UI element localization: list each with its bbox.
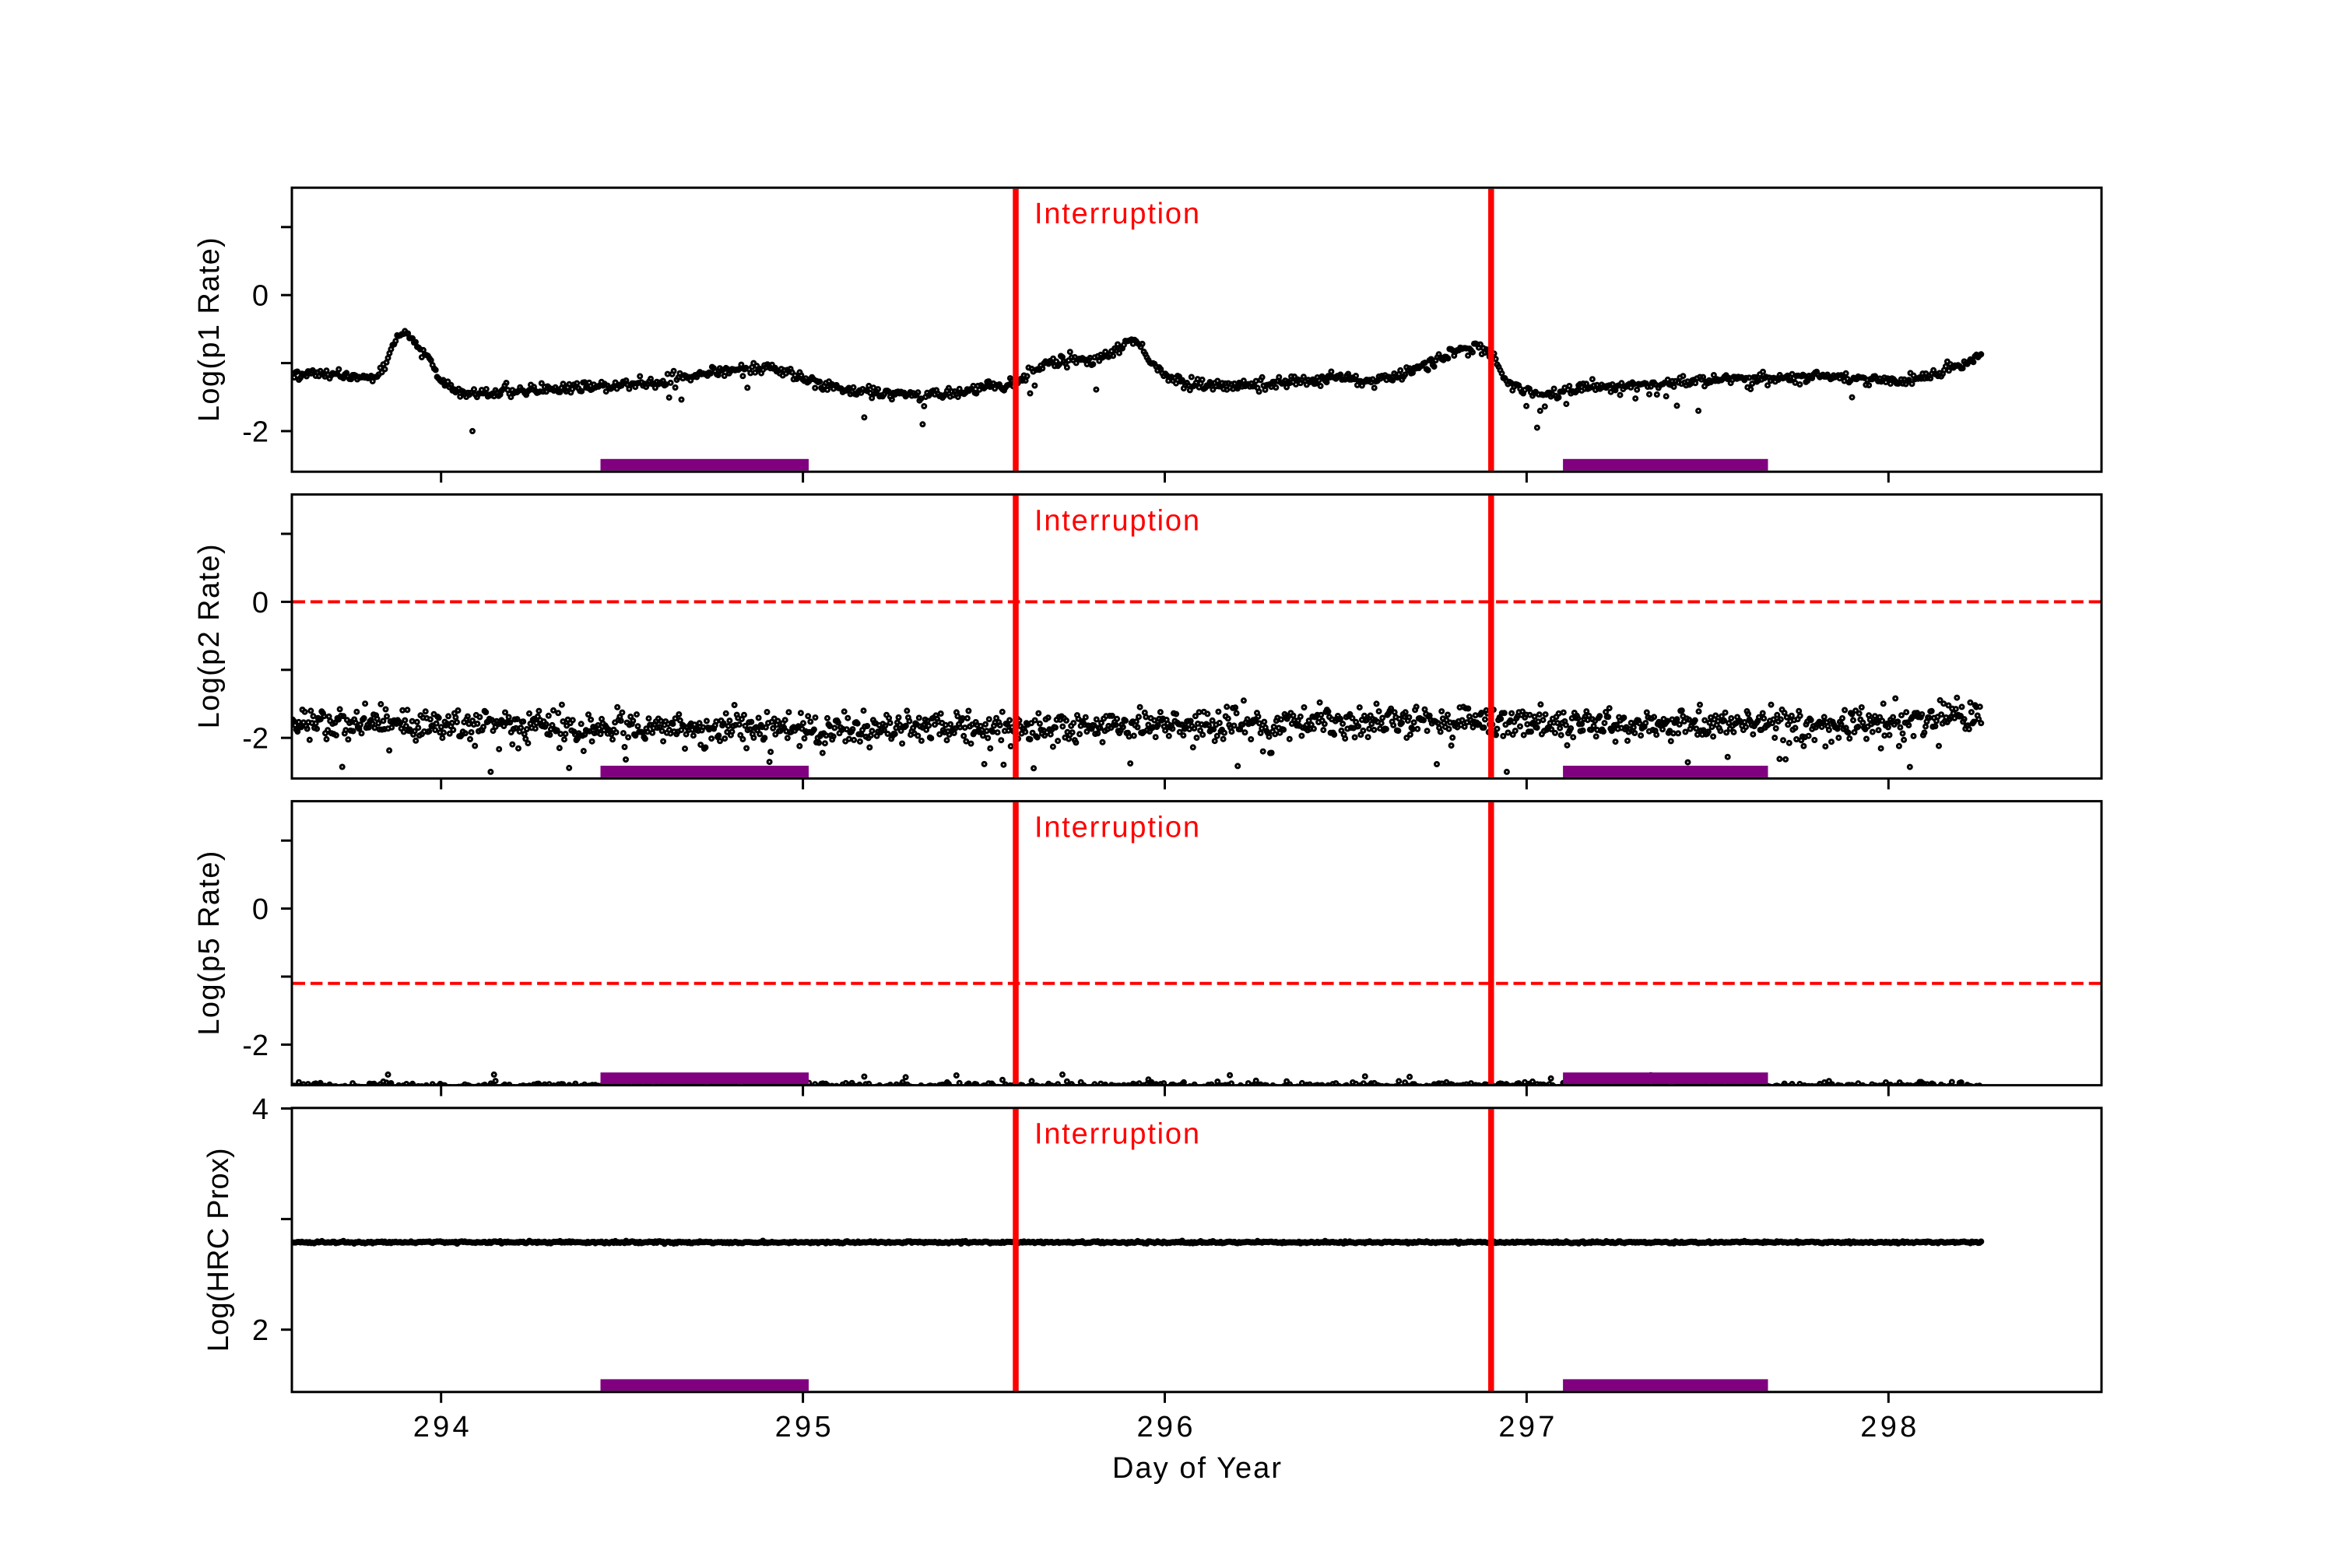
svg-text:-2: -2 — [242, 416, 269, 449]
svg-text:298: 298 — [1860, 1411, 1916, 1443]
svg-text:Interruption: Interruption — [1034, 812, 1199, 844]
svg-text:Day of Year: Day of Year — [1112, 1452, 1281, 1485]
svg-text:Interruption: Interruption — [1034, 504, 1199, 537]
svg-text:Log(HRC Prox): Log(HRC Prox) — [202, 1148, 235, 1352]
svg-text:294: 294 — [413, 1411, 469, 1443]
svg-text:0: 0 — [252, 280, 269, 313]
svg-text:0: 0 — [252, 893, 269, 926]
svg-text:Log(p2 Rate): Log(p2 Rate) — [193, 544, 226, 728]
svg-text:Log(p5 Rate): Log(p5 Rate) — [193, 851, 226, 1036]
svg-text:4: 4 — [252, 1093, 269, 1126]
svg-text:-2: -2 — [242, 1030, 269, 1062]
svg-text:Interruption: Interruption — [1034, 198, 1199, 230]
svg-text:2: 2 — [252, 1314, 269, 1347]
svg-text:Log(p1 Rate): Log(p1 Rate) — [193, 237, 226, 422]
svg-text:-2: -2 — [242, 723, 269, 756]
svg-text:Interruption: Interruption — [1034, 1118, 1199, 1151]
svg-text:0: 0 — [252, 587, 269, 619]
svg-text:296: 296 — [1137, 1411, 1193, 1443]
svg-text:297: 297 — [1498, 1411, 1554, 1443]
svg-text:295: 295 — [775, 1411, 831, 1443]
